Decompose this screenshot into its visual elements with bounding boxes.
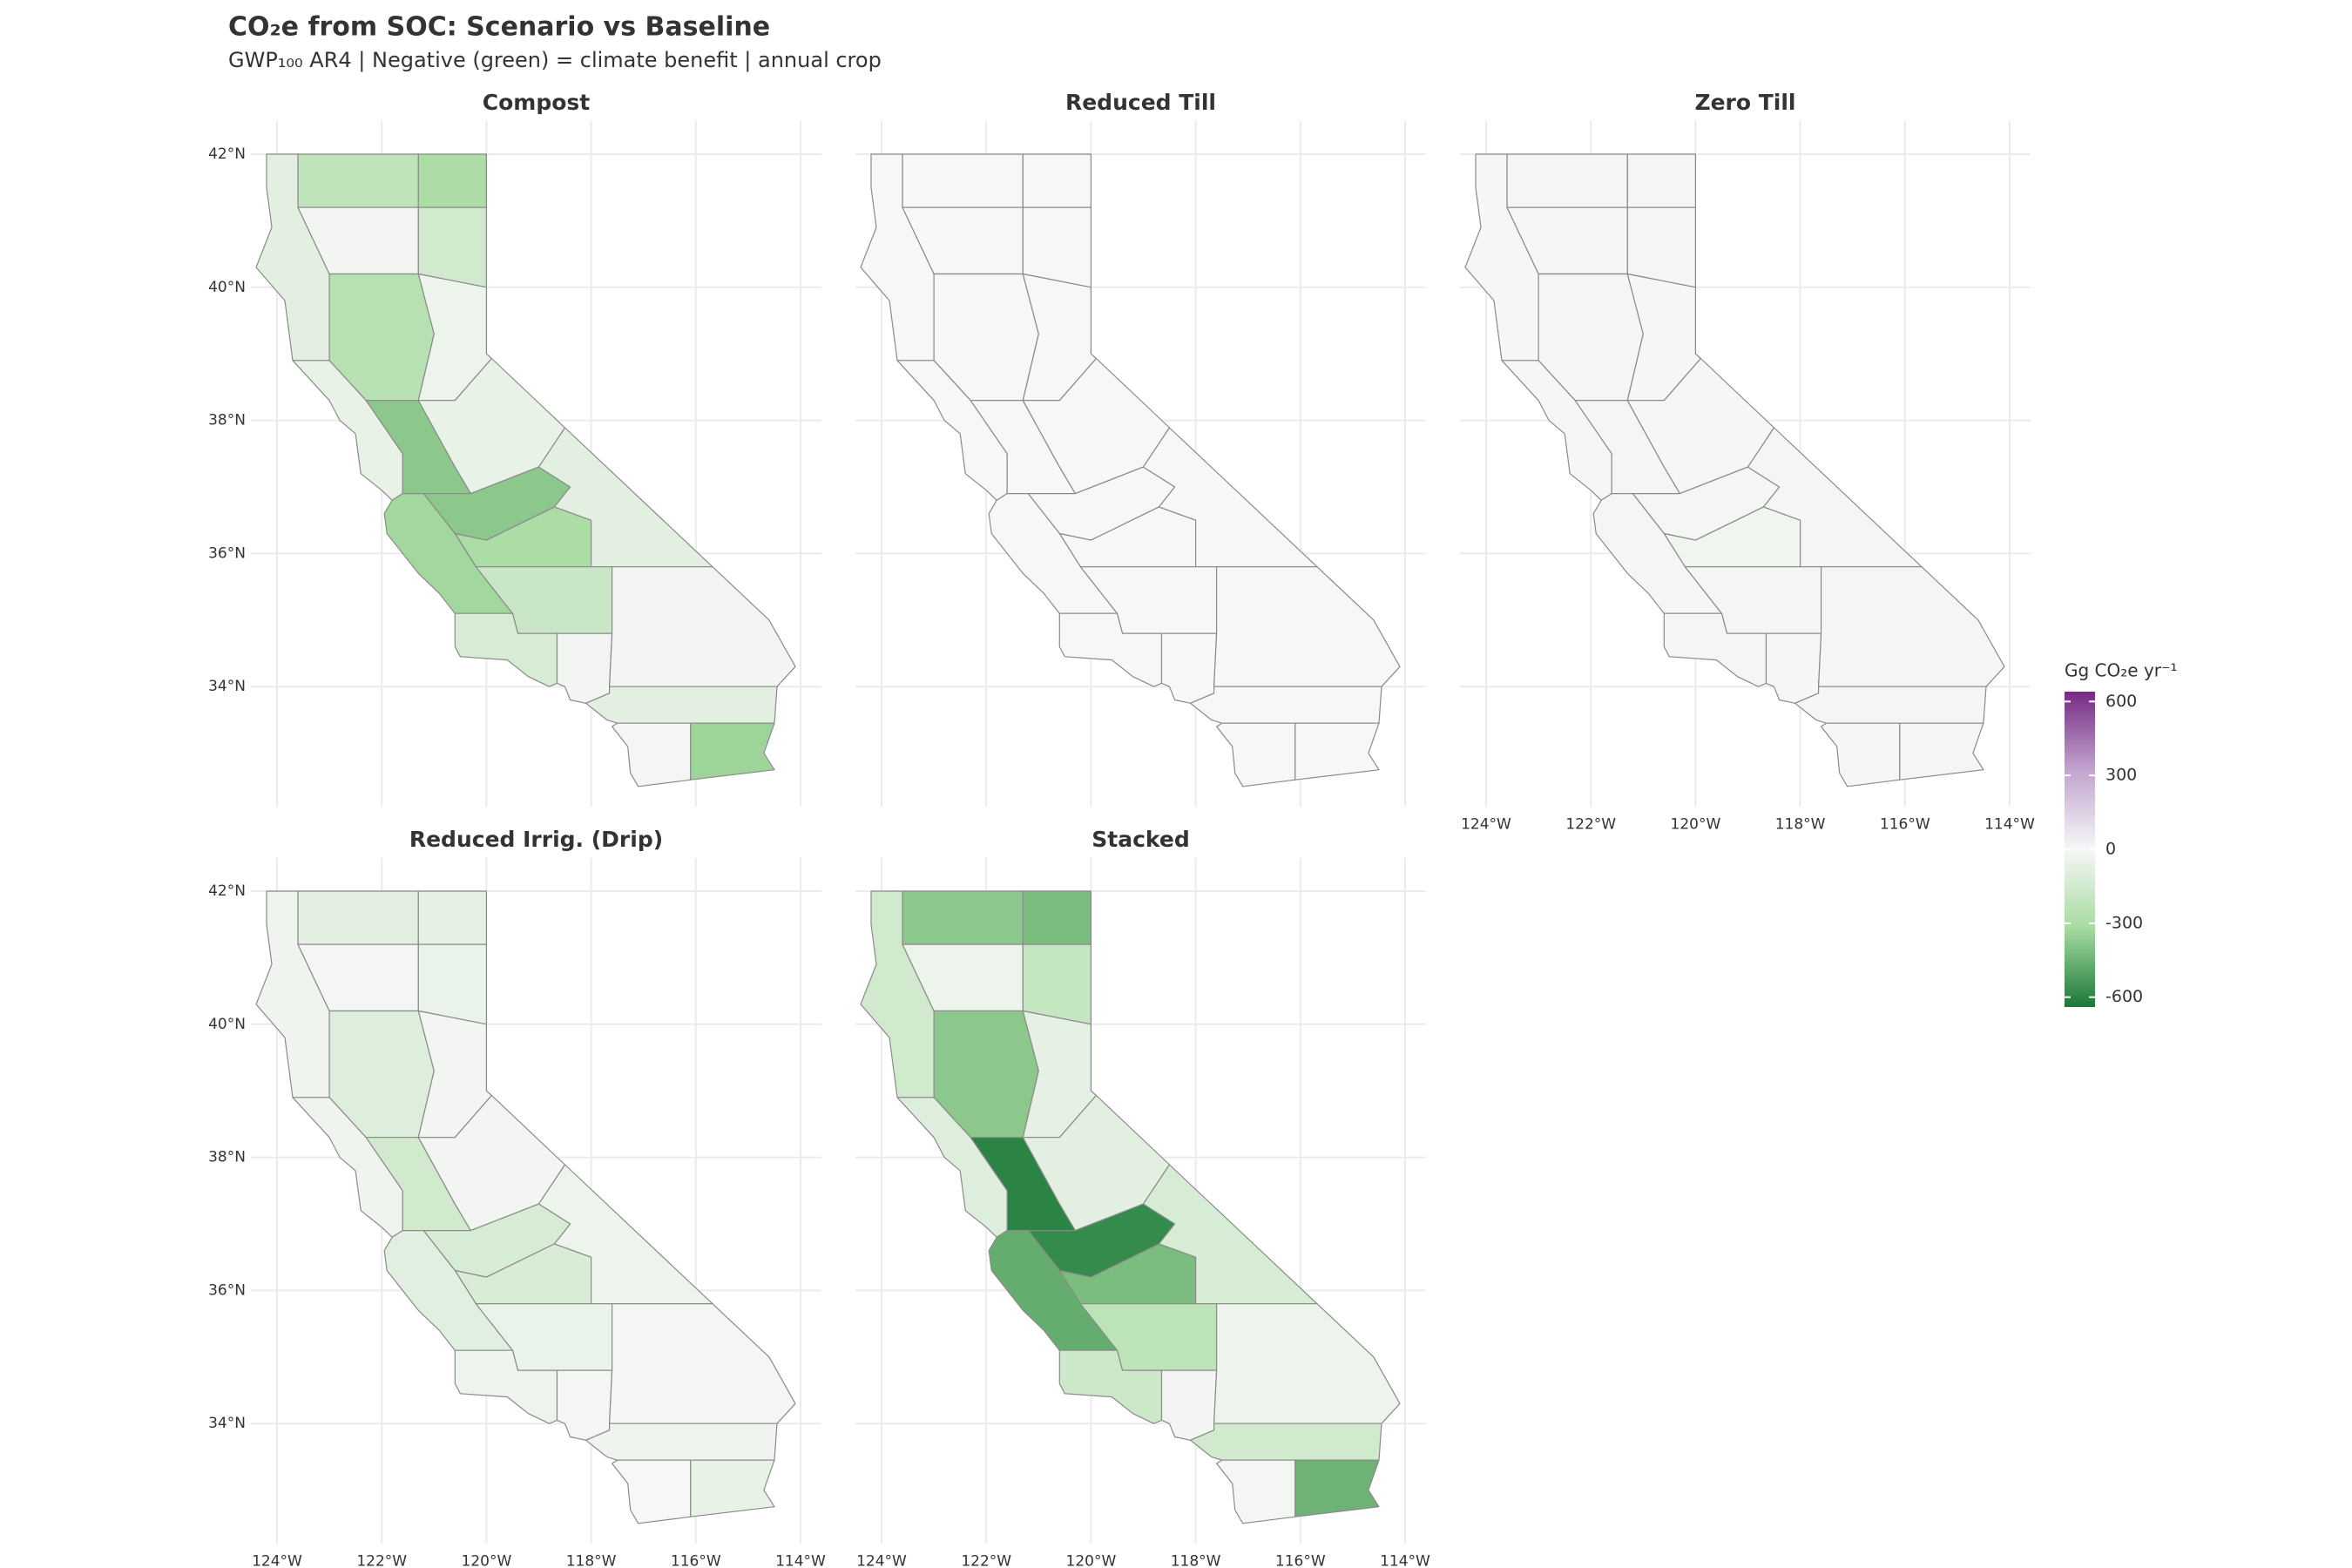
region — [585, 1423, 778, 1461]
x-tick-label: 122°W — [1565, 816, 1616, 834]
y-tick-label: 34°N — [208, 1415, 246, 1432]
region — [454, 612, 558, 687]
region — [1213, 566, 1401, 687]
region — [1058, 1349, 1163, 1424]
region — [1022, 153, 1092, 208]
region — [1794, 686, 1987, 724]
x-tick-label: 122°W — [356, 1553, 407, 1568]
region — [1747, 427, 1923, 568]
facet: Reduced Till — [855, 90, 1427, 807]
region — [1899, 722, 1984, 781]
region — [609, 566, 796, 687]
region — [1160, 1369, 1218, 1441]
region — [1142, 427, 1318, 568]
region — [1022, 943, 1092, 1025]
x-tick-label: 124°W — [856, 1553, 907, 1568]
x-tick-label: 116°W — [1275, 1553, 1326, 1568]
region — [1626, 153, 1696, 208]
region — [1765, 632, 1822, 704]
region — [1626, 206, 1696, 288]
facet-title: Reduced Till — [1065, 90, 1216, 115]
colorbar-label: 0 — [2105, 840, 2116, 859]
region — [537, 1164, 713, 1305]
region — [417, 943, 487, 1025]
x-tick-label: 120°W — [1066, 1553, 1117, 1568]
x-tick-label: 124°W — [1461, 816, 1511, 834]
region — [1216, 1459, 1296, 1524]
y-tick-label: 34°N — [208, 678, 246, 695]
facet-title: Reduced Irrig. (Drip) — [409, 827, 663, 852]
region — [902, 153, 1024, 208]
x-tick-label: 118°W — [566, 1553, 617, 1568]
facet: Compost 34°N 36°N 38°N 40°N 42°N — [208, 90, 822, 807]
region — [417, 890, 487, 945]
region — [556, 1369, 613, 1441]
y-tick-label: 38°N — [208, 1149, 246, 1166]
title: CO₂e from SOC: Scenario vs Baseline — [228, 12, 770, 43]
colorbar-label: -300 — [2105, 913, 2143, 932]
region — [1663, 612, 1767, 687]
region — [1213, 1303, 1401, 1424]
x-tick-label: 120°W — [1671, 816, 1721, 834]
region — [1022, 206, 1092, 288]
region — [612, 1459, 692, 1524]
region — [1216, 722, 1296, 787]
region — [297, 890, 419, 945]
facet-title: Compost — [483, 90, 591, 115]
region — [609, 1303, 796, 1424]
colorbar-label: 600 — [2105, 692, 2137, 711]
region — [690, 722, 775, 781]
y-tick-label: 40°N — [208, 279, 246, 296]
x-tick-label: 124°W — [252, 1553, 302, 1568]
region — [537, 427, 713, 568]
y-tick-label: 42°N — [208, 882, 246, 900]
x-tick-label: 114°W — [775, 1553, 826, 1568]
y-tick-label: 36°N — [208, 1281, 246, 1299]
region — [902, 890, 1024, 945]
facet: Reduced Irrig. (Drip) 124°W 122°W 120°W 118°… — [208, 827, 826, 1568]
region — [1160, 632, 1218, 704]
subtitle: GWP₁₀₀ AR4 | Negative (green) = climate … — [228, 48, 882, 72]
facet: Zero Till 124°W 122°W 120°W 118°W 116°W 114°W — [1459, 90, 2035, 834]
region — [1058, 612, 1163, 687]
region — [454, 1349, 558, 1424]
facet-title: Zero Till — [1694, 90, 1795, 115]
region — [1190, 686, 1382, 724]
region — [1022, 890, 1092, 945]
region — [612, 722, 692, 787]
region — [1506, 153, 1628, 208]
region — [690, 1459, 775, 1517]
y-tick-label: 38°N — [208, 412, 246, 429]
region — [1190, 1423, 1382, 1461]
x-tick-label: 116°W — [1880, 816, 1930, 834]
colorbar-label: -600 — [2105, 987, 2143, 1006]
region — [417, 206, 487, 288]
region — [1294, 1459, 1380, 1517]
facet: Stacked 124°W 122°W 120°W 118°W 116°W 114°W — [855, 827, 1430, 1568]
x-tick-label: 116°W — [671, 1553, 721, 1568]
region — [585, 686, 778, 724]
region — [1142, 1164, 1318, 1305]
x-tick-label: 114°W — [1984, 816, 2035, 834]
region — [417, 153, 487, 208]
region — [1821, 722, 1901, 787]
x-tick-label: 122°W — [961, 1553, 1011, 1568]
facet-title: Stacked — [1092, 827, 1189, 852]
x-tick-label: 114°W — [1380, 1553, 1430, 1568]
y-tick-label: 42°N — [208, 145, 246, 163]
colorbar-label: 300 — [2105, 766, 2137, 785]
y-tick-label: 40°N — [208, 1016, 246, 1033]
y-tick-label: 36°N — [208, 544, 246, 562]
region — [1294, 722, 1380, 781]
legend-title: Gg CO₂e yr⁻¹ — [2065, 660, 2178, 681]
region — [556, 632, 613, 704]
x-tick-label: 118°W — [1775, 816, 1826, 834]
x-tick-label: 118°W — [1171, 1553, 1221, 1568]
region — [297, 153, 419, 208]
x-tick-label: 120°W — [462, 1553, 512, 1568]
region — [1818, 566, 2005, 687]
